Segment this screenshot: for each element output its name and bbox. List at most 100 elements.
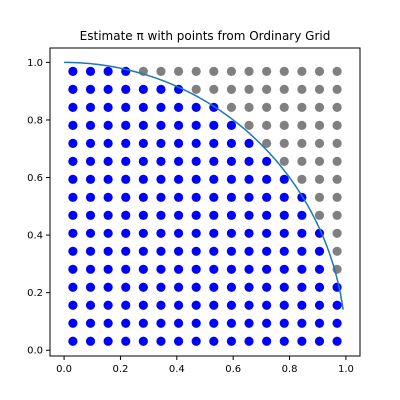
point-inside [138, 300, 148, 310]
point-inside [297, 300, 307, 310]
point-inside [226, 210, 237, 220]
point-inside [226, 300, 237, 310]
point-outside [297, 84, 307, 94]
point-inside [138, 138, 148, 148]
point-inside [173, 246, 184, 256]
point-outside [332, 66, 342, 76]
point-inside [279, 300, 289, 310]
point-inside [85, 192, 96, 202]
point-inside [173, 336, 184, 346]
point-inside [121, 192, 131, 202]
point-inside [297, 210, 307, 220]
point-inside [121, 138, 131, 148]
point-inside [314, 318, 325, 328]
point-inside [68, 156, 78, 166]
point-inside [244, 156, 254, 166]
point-inside [262, 156, 272, 166]
point-inside [85, 282, 96, 292]
point-outside [332, 246, 342, 256]
point-outside [314, 210, 325, 220]
point-inside [226, 192, 237, 202]
point-inside [103, 84, 113, 94]
point-outside [297, 120, 307, 130]
point-inside [156, 174, 166, 184]
point-inside [191, 246, 201, 256]
point-outside [314, 138, 325, 148]
point-inside [68, 84, 78, 94]
point-inside [68, 102, 78, 112]
x-tick-label: 0.0 [56, 364, 72, 375]
point-inside [156, 102, 166, 112]
point-outside [332, 228, 342, 238]
point-inside [244, 246, 254, 256]
point-inside [209, 300, 219, 310]
point-inside [244, 210, 254, 220]
point-inside [138, 156, 148, 166]
point-inside [209, 156, 219, 166]
point-inside [297, 246, 307, 256]
point-inside [68, 210, 78, 220]
point-inside [68, 246, 78, 256]
point-inside [121, 300, 131, 310]
point-outside [226, 84, 237, 94]
point-inside [138, 84, 148, 94]
point-inside [85, 174, 96, 184]
point-inside [191, 138, 201, 148]
point-inside [262, 282, 272, 292]
point-inside [138, 192, 148, 202]
point-inside [226, 336, 237, 346]
point-inside [68, 138, 78, 148]
point-inside [244, 300, 254, 310]
point-inside [68, 318, 78, 328]
point-inside [121, 318, 131, 328]
point-inside [226, 264, 237, 274]
point-inside [209, 210, 219, 220]
point-inside [279, 192, 289, 202]
point-inside [173, 264, 184, 274]
point-inside [103, 318, 113, 328]
point-inside [279, 318, 289, 328]
point-inside [85, 318, 96, 328]
point-outside [244, 66, 254, 76]
point-inside [244, 138, 254, 148]
point-inside [209, 318, 219, 328]
point-inside [244, 336, 254, 346]
point-inside [191, 210, 201, 220]
point-inside [85, 102, 96, 112]
point-inside [156, 318, 166, 328]
point-inside [173, 210, 184, 220]
y-tick-label: 1.0 [27, 58, 43, 69]
point-inside [138, 120, 148, 130]
point-inside [138, 336, 148, 346]
point-inside [332, 336, 342, 346]
chart-title: Estimate π with points from Ordinary Gri… [80, 29, 331, 43]
point-inside [138, 228, 148, 238]
point-inside [314, 336, 325, 346]
point-outside [279, 120, 289, 130]
point-inside [191, 282, 201, 292]
point-outside [226, 102, 237, 112]
point-inside [173, 282, 184, 292]
point-inside [121, 84, 131, 94]
point-inside [138, 102, 148, 112]
point-inside [173, 138, 184, 148]
point-inside [297, 264, 307, 274]
point-inside [226, 228, 237, 238]
point-inside [85, 228, 96, 238]
point-inside [173, 300, 184, 310]
point-outside [244, 102, 254, 112]
point-outside [314, 120, 325, 130]
point-outside [262, 102, 272, 112]
point-inside [156, 282, 166, 292]
point-inside [191, 300, 201, 310]
point-inside [103, 336, 113, 346]
point-inside [85, 246, 96, 256]
point-inside [279, 282, 289, 292]
point-outside [297, 174, 307, 184]
point-inside [85, 336, 96, 346]
point-inside [103, 102, 113, 112]
point-outside [332, 102, 342, 112]
point-inside [85, 138, 96, 148]
point-inside [121, 228, 131, 238]
point-inside [332, 300, 342, 310]
